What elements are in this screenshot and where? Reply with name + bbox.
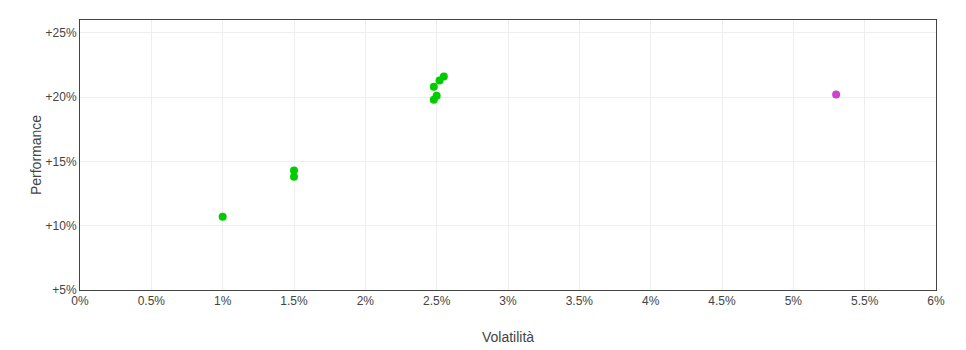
svg-text:+15%: +15%	[46, 155, 77, 169]
svg-text:6%: 6%	[927, 294, 945, 308]
svg-text:+25%: +25%	[46, 26, 77, 40]
svg-text:1%: 1%	[214, 294, 232, 308]
svg-text:3%: 3%	[499, 294, 517, 308]
svg-text:5.5%: 5.5%	[851, 294, 879, 308]
svg-text:3.5%: 3.5%	[566, 294, 594, 308]
svg-text:4%: 4%	[642, 294, 660, 308]
svg-text:+20%: +20%	[46, 90, 77, 104]
svg-text:0.5%: 0.5%	[138, 294, 166, 308]
svg-text:+10%: +10%	[46, 219, 77, 233]
svg-text:4.5%: 4.5%	[708, 294, 736, 308]
svg-text:2%: 2%	[357, 294, 375, 308]
svg-text:5%: 5%	[785, 294, 803, 308]
svg-text:1.5%: 1.5%	[280, 294, 308, 308]
svg-text:Volatilità: Volatilità	[482, 329, 534, 345]
svg-text:0%: 0%	[71, 294, 89, 308]
svg-text:2.5%: 2.5%	[423, 294, 451, 308]
svg-text:Performance: Performance	[28, 115, 44, 195]
svg-text:+5%: +5%	[52, 283, 77, 297]
